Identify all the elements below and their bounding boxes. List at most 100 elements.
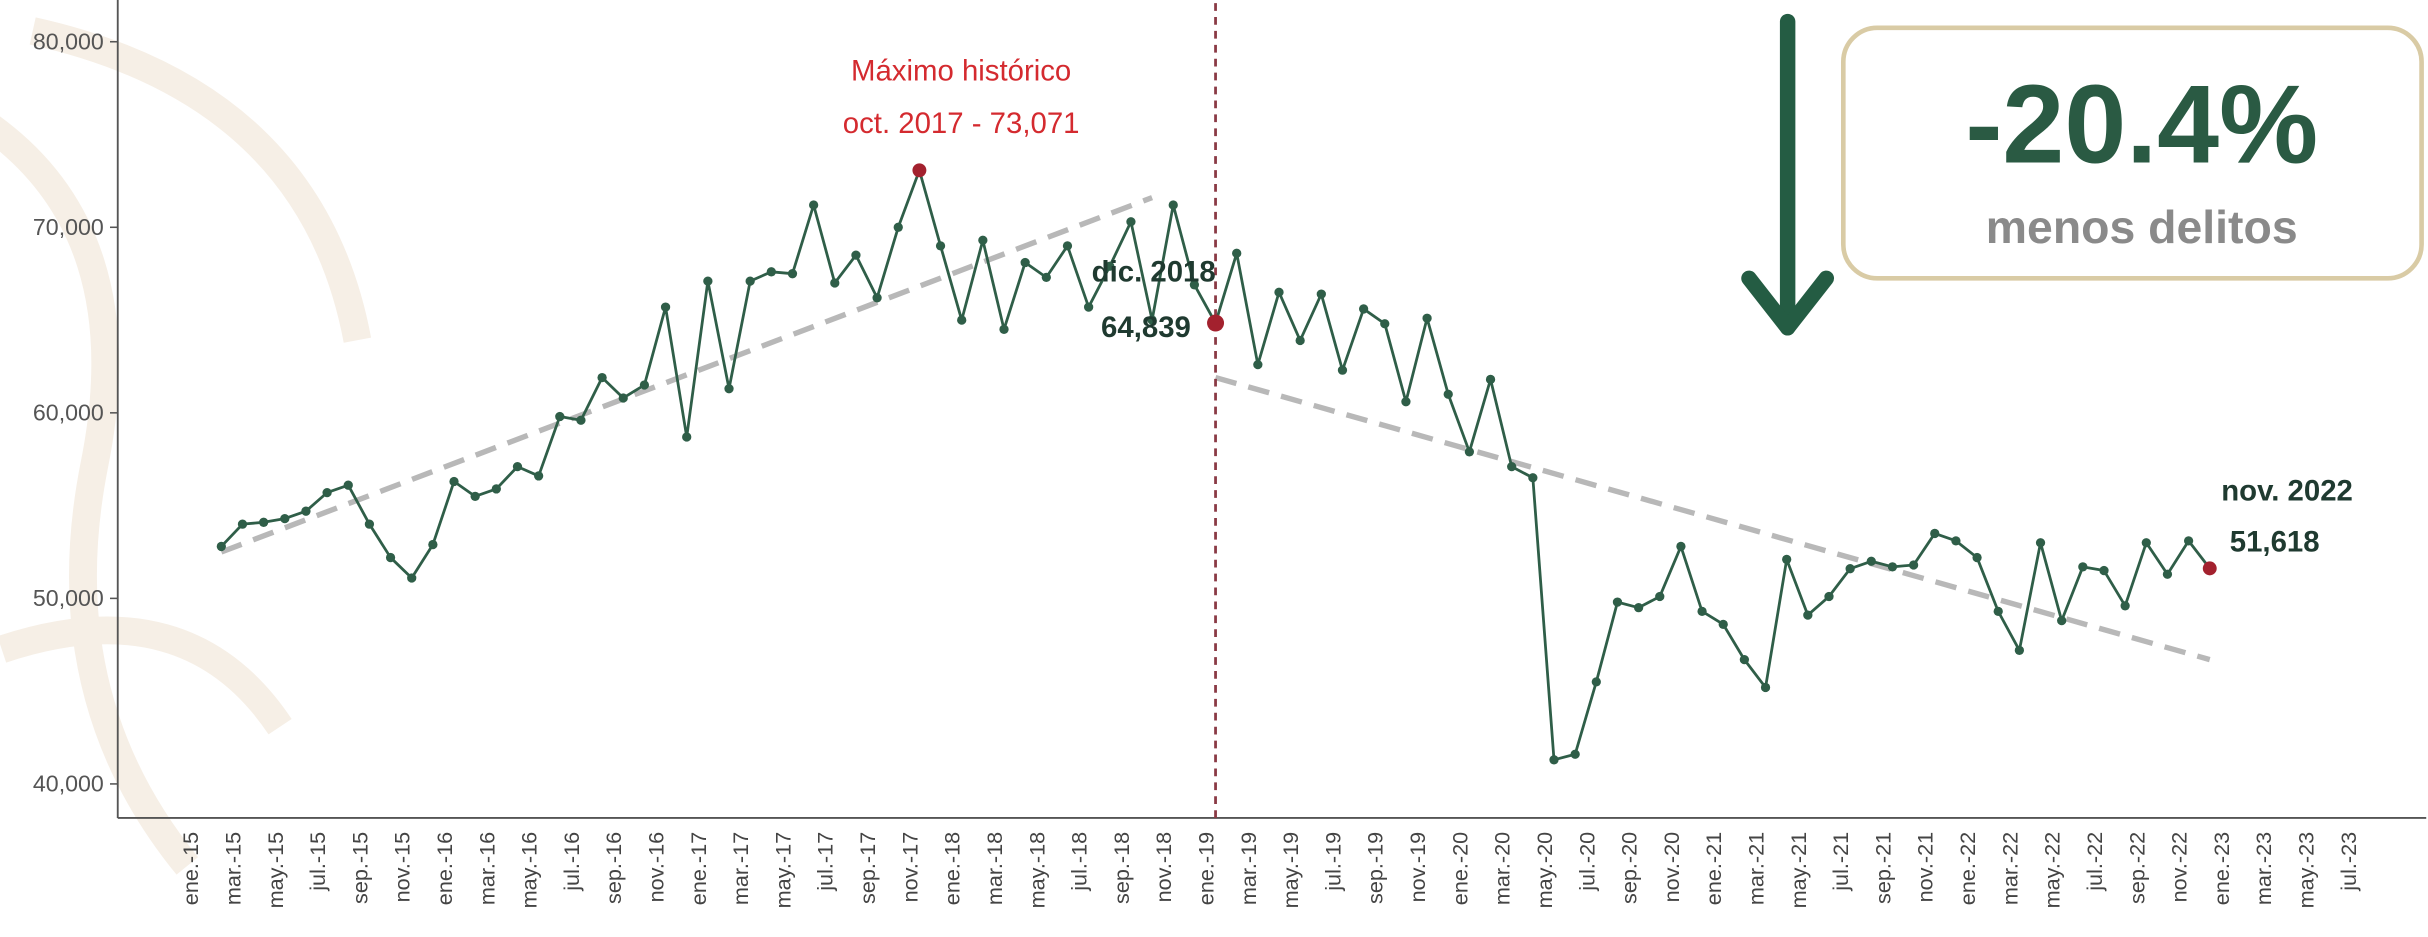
data-point bbox=[1274, 287, 1284, 297]
x-tick-label: sep.-18 bbox=[1109, 832, 1134, 904]
trend-line bbox=[1214, 374, 2211, 663]
data-point bbox=[787, 269, 798, 279]
x-tick-label: nov.-19 bbox=[1405, 832, 1430, 903]
data-point bbox=[1105, 261, 1115, 271]
x-tick-label: may.-23 bbox=[2293, 832, 2318, 909]
x-tick-label: nov.-15 bbox=[390, 832, 415, 903]
data-point bbox=[1464, 447, 1475, 457]
data-point bbox=[1549, 755, 1559, 765]
data-point bbox=[1739, 654, 1750, 665]
watermark-curve bbox=[0, 616, 292, 735]
y-tick-label: 70,000 bbox=[33, 214, 104, 240]
x-tick-label: mar.-22 bbox=[1997, 832, 2022, 905]
x-tick-label: nov.-21 bbox=[1913, 832, 1938, 903]
data-point bbox=[2141, 538, 2151, 548]
data-point bbox=[1866, 556, 1876, 566]
arrow-head bbox=[1741, 270, 1835, 336]
data-point bbox=[1570, 749, 1580, 759]
data-point bbox=[1993, 606, 2003, 617]
x-tick-label: ene.-15 bbox=[178, 832, 203, 905]
data-point bbox=[830, 278, 840, 288]
watermark bbox=[0, 17, 372, 875]
x-tick-label: mar.-15 bbox=[220, 832, 245, 905]
data-point bbox=[237, 519, 248, 529]
data-point bbox=[2099, 565, 2109, 576]
data-point bbox=[555, 411, 565, 422]
data-point bbox=[682, 432, 692, 442]
data-point bbox=[491, 484, 501, 494]
highlight-point bbox=[1207, 314, 1225, 332]
data-point bbox=[1782, 554, 1792, 565]
data-point bbox=[618, 393, 628, 403]
data-point bbox=[1295, 335, 1305, 346]
x-tick-label: ene.-23 bbox=[2209, 832, 2234, 905]
y-tick-label: 60,000 bbox=[33, 400, 104, 426]
data-point bbox=[322, 487, 332, 498]
y-tick-label: 80,000 bbox=[33, 28, 104, 54]
annotation: dic. 2018 bbox=[1092, 255, 1216, 288]
x-tick-label: sep.-15 bbox=[347, 832, 372, 904]
y-tick-label: 40,000 bbox=[33, 771, 104, 797]
data-point bbox=[893, 222, 903, 232]
x-tick-label: mar.-18 bbox=[982, 832, 1007, 905]
x-tick-label: nov.-22 bbox=[2167, 832, 2192, 903]
x-tick-label: ene.-17 bbox=[686, 832, 711, 905]
x-tick-label: ene.-16 bbox=[432, 832, 457, 905]
data-point bbox=[597, 372, 607, 383]
x-tick-label: nov.-18 bbox=[1151, 832, 1176, 903]
data-point bbox=[935, 241, 946, 251]
callout-value: -20.4% bbox=[1965, 61, 2318, 186]
data-point bbox=[1908, 560, 1919, 570]
data-point bbox=[1041, 272, 1051, 283]
x-tick-label: may.-18 bbox=[1024, 832, 1049, 909]
x-tick-label: may.-15 bbox=[263, 832, 288, 909]
x-tick-label: jul.-16 bbox=[559, 832, 584, 892]
x-tick-label: jul.-19 bbox=[1320, 832, 1345, 892]
x-tick-label: jul.-20 bbox=[1574, 832, 1599, 892]
x-tick-label: ene.-20 bbox=[1447, 832, 1472, 905]
data-point bbox=[1803, 610, 1813, 620]
data-point bbox=[1633, 603, 1644, 613]
data-point bbox=[1824, 591, 1834, 602]
data-point bbox=[724, 384, 734, 394]
x-tick-label: sep.-17 bbox=[855, 832, 880, 904]
annotation: 51,618 bbox=[2230, 525, 2320, 558]
data-point bbox=[1760, 682, 1771, 693]
trend-line bbox=[220, 195, 1154, 555]
x-tick-label: mar.-23 bbox=[2251, 832, 2276, 905]
x-tick-label: jul.-17 bbox=[813, 832, 838, 892]
data-point bbox=[1655, 591, 1665, 602]
x-tick-label: nov.-20 bbox=[1659, 832, 1684, 903]
x-tick-label: may.-16 bbox=[517, 832, 542, 909]
x-tick-label: sep.-20 bbox=[1617, 832, 1642, 904]
data-point bbox=[957, 315, 967, 325]
x-tick-label: mar.-17 bbox=[728, 832, 753, 905]
data-point bbox=[639, 380, 650, 390]
data-point bbox=[978, 235, 988, 245]
data-point bbox=[1422, 313, 1432, 323]
x-tick-label: sep.-19 bbox=[1363, 832, 1388, 904]
data-point bbox=[1189, 280, 1200, 290]
highlight-point bbox=[912, 163, 927, 178]
data-point bbox=[1612, 597, 1623, 607]
x-tick-label: ene.-22 bbox=[1955, 832, 1980, 905]
highlight-point bbox=[2202, 561, 2217, 576]
x-tick-label: ene.-18 bbox=[940, 832, 965, 905]
down-arrow bbox=[1741, 13, 1835, 336]
data-point bbox=[512, 462, 523, 472]
data-point bbox=[259, 517, 269, 527]
callout-text: menos delitos bbox=[1986, 201, 2298, 253]
data-point bbox=[1316, 289, 1326, 299]
x-tick-label: may.-22 bbox=[2040, 832, 2065, 909]
data-point bbox=[407, 573, 417, 583]
data-point bbox=[851, 250, 861, 260]
x-tick-label: sep.-21 bbox=[1870, 832, 1895, 904]
data-point bbox=[766, 267, 776, 277]
data-point bbox=[1507, 462, 1517, 472]
x-tick-label: mar.-16 bbox=[474, 832, 499, 905]
data-point bbox=[1718, 619, 1728, 629]
x-tick-label: mar.-19 bbox=[1236, 832, 1261, 905]
data-point bbox=[2078, 562, 2088, 572]
data-point bbox=[280, 513, 290, 524]
